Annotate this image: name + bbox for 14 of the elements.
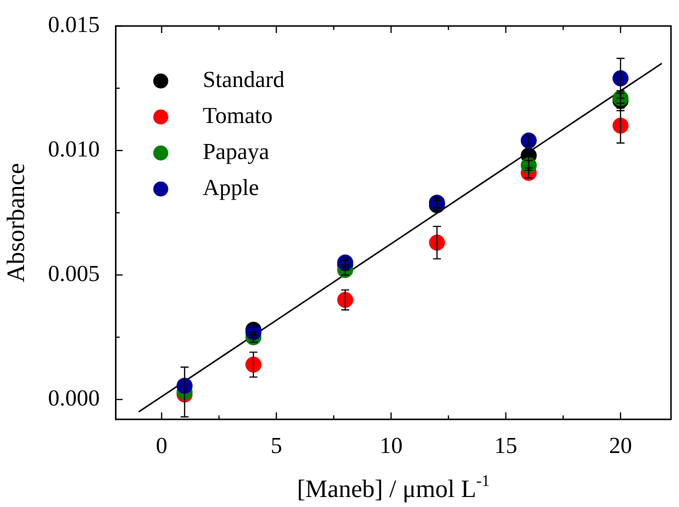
x-tick-label: 0 [156,433,168,458]
legend-label: Apple [202,175,259,200]
legend-label: Standard [202,67,286,92]
x-tick-label: 15 [494,433,518,458]
x-tick-label: 10 [380,433,403,458]
y-axis-title: Absorbance [3,162,30,282]
y-tick-label: 0.015 [48,12,100,38]
x-tick-label: 20 [609,433,632,458]
legend-label: Papaya [202,139,270,164]
legend-label: Tomato [202,103,273,128]
y-tick-label: 0.010 [48,136,100,162]
x-tick-label: 5 [270,433,282,458]
y-tick-label: 0.000 [48,386,100,411]
y-tick-label: 0.005 [48,261,100,286]
